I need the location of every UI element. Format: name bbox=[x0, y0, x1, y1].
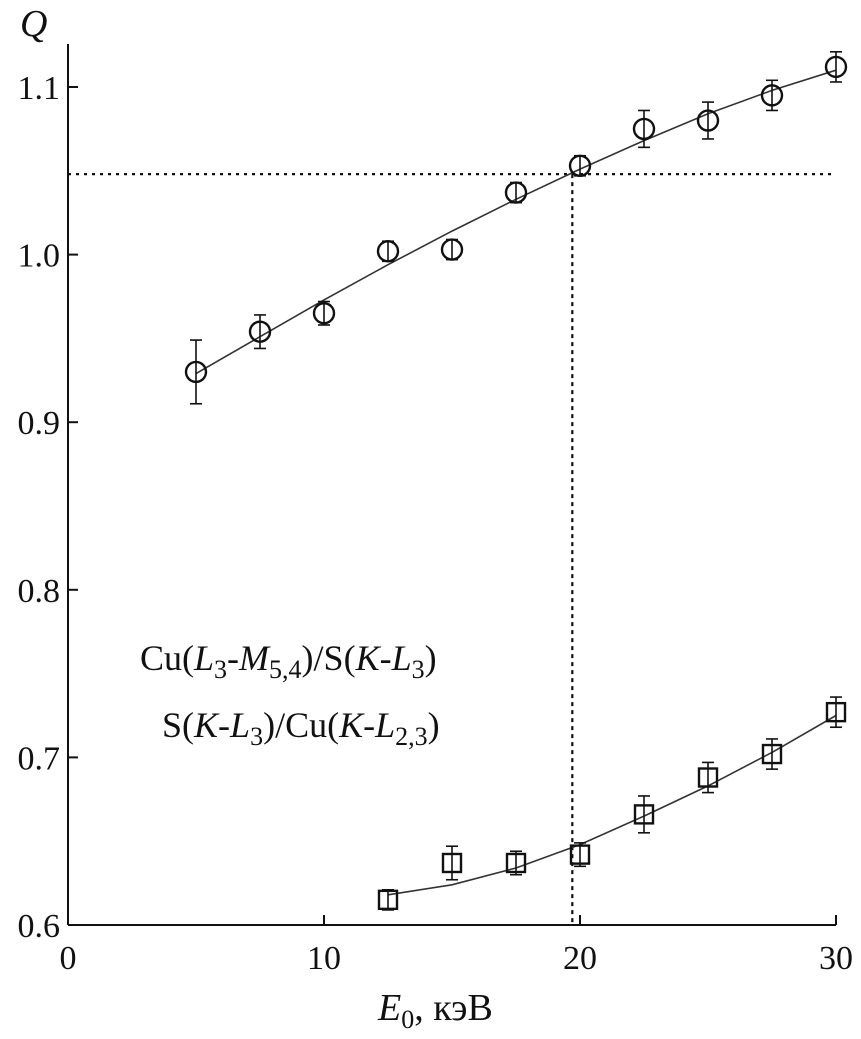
circle-point-10 bbox=[312, 300, 336, 326]
legend-text-part: S bbox=[162, 705, 182, 745]
legend-text-part: - bbox=[227, 638, 239, 678]
legend-text-part: ( bbox=[182, 705, 194, 745]
legend-text-part: S bbox=[324, 638, 344, 678]
y-tick-label-0.9: 0.9 bbox=[18, 405, 61, 442]
circle-point-17.5 bbox=[504, 181, 528, 204]
square-marker bbox=[569, 844, 591, 865]
legend-text-part: - bbox=[380, 638, 392, 678]
x-tick-label-20: 20 bbox=[563, 940, 597, 977]
y-tick-label-0.8: 0.8 bbox=[18, 573, 61, 610]
y-tick-label-1.0: 1.0 bbox=[18, 238, 61, 275]
circle-marker bbox=[440, 238, 464, 261]
circle-point-20 bbox=[568, 154, 592, 177]
square-point-30 bbox=[825, 696, 847, 729]
circle-marker bbox=[184, 360, 208, 384]
x-tick-label-30: 30 bbox=[819, 940, 853, 977]
square-point-25 bbox=[697, 761, 719, 794]
square-marker bbox=[697, 767, 719, 788]
circle-marker bbox=[760, 84, 784, 107]
fit-curve-circle-series bbox=[195, 69, 837, 375]
circle-point-30 bbox=[824, 51, 848, 83]
square-point-22.5 bbox=[633, 795, 655, 834]
legend-subscript: 5,4 bbox=[269, 655, 302, 684]
legend-text-part: ( bbox=[182, 638, 194, 678]
circle-point-15 bbox=[440, 238, 464, 261]
legend-italic: L bbox=[229, 705, 250, 745]
square-marker bbox=[441, 852, 463, 874]
circle-marker bbox=[248, 320, 272, 343]
circle-marker bbox=[568, 154, 592, 177]
legend-italic: L bbox=[193, 638, 214, 678]
legend-subscript: 3 bbox=[250, 722, 263, 751]
legend-subscript: 3 bbox=[412, 655, 425, 684]
circle-point-7.5 bbox=[248, 314, 272, 350]
square-marker bbox=[761, 743, 783, 765]
legend-text-part: ( bbox=[327, 705, 339, 745]
circle-marker bbox=[632, 117, 656, 141]
circle-marker bbox=[824, 55, 848, 79]
legend-text-part: Cu bbox=[285, 705, 327, 745]
legend-italic: L bbox=[374, 705, 395, 745]
circle-point-25 bbox=[696, 101, 720, 140]
legend-label-circle-series: Cu(L3-M5,4)/S(K-L3) bbox=[140, 638, 437, 684]
square-marker bbox=[505, 852, 527, 874]
x-tick-label-0: 0 bbox=[60, 940, 77, 977]
y-tick-label-0.7: 0.7 bbox=[18, 740, 61, 777]
square-point-12.5 bbox=[377, 889, 399, 911]
circle-point-5 bbox=[184, 339, 208, 405]
x-axis-title: E0, кэВ bbox=[377, 987, 493, 1034]
legend-text-part: ( bbox=[344, 638, 356, 678]
x-axis-title-unit: , кэВ bbox=[414, 987, 493, 1029]
square-point-15 bbox=[441, 845, 463, 881]
x-axis-title-main: E bbox=[377, 987, 401, 1029]
legend-text-part: ) bbox=[428, 705, 440, 745]
square-marker bbox=[377, 889, 399, 911]
square-point-27.5 bbox=[761, 738, 783, 770]
legend-label-square-series: S(K-L3)/Cu(K-L2,3) bbox=[162, 705, 440, 751]
y-tick-label-1.1: 1.1 bbox=[18, 70, 61, 107]
circle-point-12.5 bbox=[376, 240, 400, 263]
data-marks bbox=[184, 51, 848, 911]
reference-lines bbox=[68, 173, 836, 925]
plot-area bbox=[67, 44, 848, 926]
square-marker bbox=[825, 701, 847, 723]
legend-text-part: Cu bbox=[140, 638, 182, 678]
legend-text-part: - bbox=[363, 705, 375, 745]
circle-marker bbox=[376, 240, 400, 263]
legend-italic: M bbox=[238, 638, 271, 678]
circle-point-22.5 bbox=[632, 109, 656, 149]
square-point-17.5 bbox=[505, 850, 527, 876]
legend-text-part: - bbox=[218, 705, 230, 745]
fit-curve-square-series bbox=[387, 714, 837, 896]
y-tick-label-0.6: 0.6 bbox=[18, 908, 61, 945]
circle-marker bbox=[312, 302, 336, 325]
legend-text-part: )/ bbox=[302, 638, 324, 678]
circle-point-27.5 bbox=[760, 79, 784, 112]
legend-text-part: ) bbox=[425, 638, 437, 678]
circle-marker bbox=[696, 109, 720, 132]
y-axis-title: Q bbox=[20, 3, 47, 45]
legend-italic: K bbox=[193, 705, 220, 745]
axis-ticks bbox=[67, 86, 837, 926]
legend-italic: K bbox=[338, 705, 365, 745]
legend-italic: L bbox=[391, 638, 412, 678]
legend-subscript: 2,3 bbox=[395, 722, 428, 751]
x-axis-title-sub: 0 bbox=[401, 1005, 414, 1034]
square-marker bbox=[633, 804, 655, 825]
legend-text-part: )/ bbox=[263, 705, 285, 745]
legend-subscript: 3 bbox=[214, 655, 227, 684]
circle-marker bbox=[504, 181, 528, 204]
legend-italic: K bbox=[355, 638, 382, 678]
x-tick-label-10: 10 bbox=[307, 940, 341, 977]
square-point-20 bbox=[569, 842, 591, 868]
